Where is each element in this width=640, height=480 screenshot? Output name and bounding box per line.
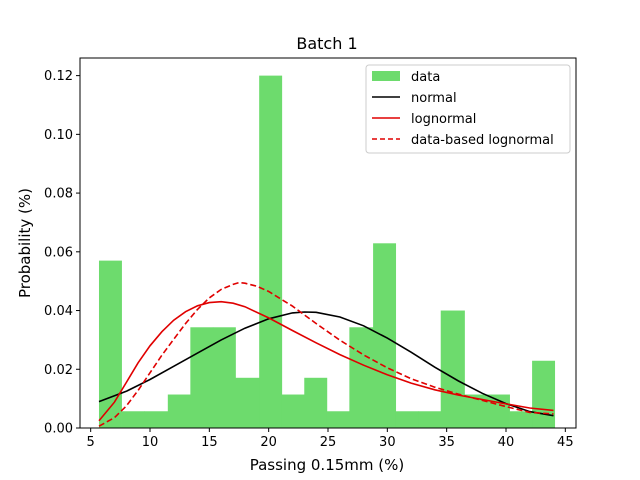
x-tick-label: 5 (87, 435, 95, 450)
histogram-bar (509, 411, 533, 428)
y-tick-label: 0.04 (44, 304, 73, 319)
y-tick-label: 0.12 (44, 69, 73, 84)
x-tick-label: 25 (320, 435, 337, 450)
histogram-bars (98, 75, 556, 428)
x-tick-label: 40 (498, 435, 515, 450)
y-axis-ticks: 0.00 0.02 0.04 0.06 0.08 0.10 0.12 (44, 69, 80, 437)
histogram-bar (235, 377, 260, 428)
curve-data-based-lognormal (98, 281, 554, 427)
y-tick-label: 0.00 (44, 422, 73, 437)
histogram-bar (373, 243, 397, 428)
y-tick-label: 0.08 (44, 187, 73, 202)
histogram-bar (532, 360, 556, 428)
y-tick-label: 0.02 (44, 363, 73, 378)
legend-label-data-based-lognormal: data-based lognormal (411, 133, 554, 148)
legend-box (365, 64, 571, 154)
histogram-bar (440, 310, 465, 428)
density-curves (98, 281, 554, 427)
x-tick-label: 30 (379, 435, 396, 450)
histogram-bar (190, 327, 214, 428)
histogram-bar (167, 394, 191, 428)
histogram-bar (418, 411, 442, 428)
legend: data normal lognormal data-based lognorm… (365, 64, 571, 154)
x-tick-label: 10 (142, 435, 159, 450)
legend-label-data: data (411, 70, 440, 85)
histogram-bar (281, 394, 305, 428)
histogram-bar (144, 411, 169, 428)
histogram-bar (98, 260, 122, 428)
histogram-bar (464, 394, 488, 428)
x-tick-label: 20 (260, 435, 277, 450)
legend-label-normal: normal (411, 91, 457, 106)
y-tick-label: 0.10 (44, 128, 73, 143)
histogram-bar (212, 327, 236, 428)
x-tick-label: 45 (557, 435, 574, 450)
x-tick-label: 15 (201, 435, 218, 450)
x-axis-label: Passing 0.15mm (%) (250, 456, 405, 474)
histogram-bar (259, 75, 283, 428)
legend-label-lognormal: lognormal (411, 112, 476, 127)
x-tick-label: 35 (438, 435, 455, 450)
legend-swatch-data (372, 71, 400, 81)
y-axis-label: Probability (%) (16, 188, 34, 298)
curve-normal (98, 311, 554, 417)
y-tick-label: 0.06 (44, 245, 73, 260)
curve-lognormal (98, 300, 554, 422)
histogram-bar (349, 327, 374, 428)
histogram-bar (326, 411, 350, 428)
histogram-bar (304, 377, 328, 428)
histogram-bar (121, 411, 145, 428)
chart-title: Batch 1 (296, 34, 357, 53)
x-axis-ticks: 5 10 15 20 25 30 35 40 45 (87, 428, 574, 450)
histogram-bar (395, 411, 419, 428)
